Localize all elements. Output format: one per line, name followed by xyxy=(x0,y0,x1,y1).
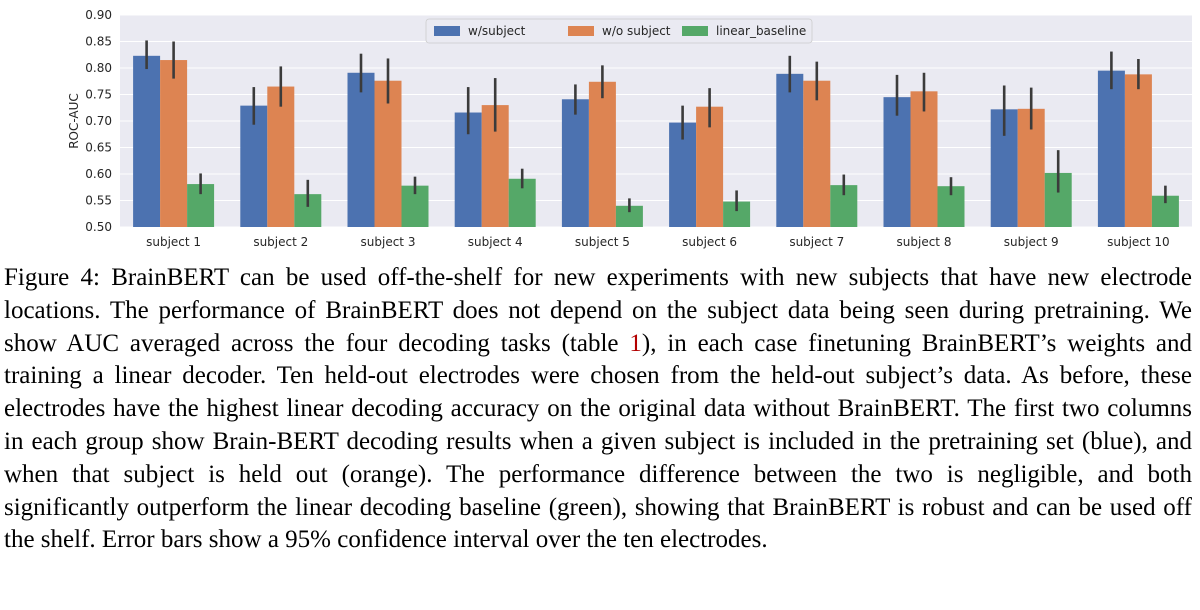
bar-w-o-subject xyxy=(588,81,616,227)
x-tick-label: subject 9 xyxy=(1004,235,1059,249)
x-tick-label: subject 5 xyxy=(575,235,630,249)
bar-linear-baseline xyxy=(615,205,643,227)
caption-text-part-2: ), in each case finetuning BrainBERT’s w… xyxy=(4,329,1193,554)
x-tick-label: subject 3 xyxy=(361,235,416,249)
y-tick-label: 0.60 xyxy=(85,167,112,181)
bar-w-subject xyxy=(669,122,697,227)
x-tick-label: subject 4 xyxy=(468,235,523,249)
bar-w-subject xyxy=(133,55,161,228)
bar-w-o-subject xyxy=(803,80,831,227)
legend-swatch-wo-subject xyxy=(568,26,594,36)
figure: 0.50 0.55 0.60 0.65 0.70 0.75 0.80 0.85 0.90 sub… xyxy=(0,0,1200,262)
legend-label-linear-baseline: linear_baseline xyxy=(716,24,806,38)
y-tick-label: 0.70 xyxy=(85,114,112,128)
y-tick-label: 0.85 xyxy=(85,35,112,49)
error-bars xyxy=(145,40,1167,213)
table-reference-link[interactable]: 1 xyxy=(629,329,642,357)
y-tick-label: 0.90 xyxy=(85,8,112,22)
bar-w-subject xyxy=(883,97,911,228)
legend-label-wo-subject: w/o subject xyxy=(602,24,671,38)
bar-w-subject xyxy=(561,99,589,227)
bar-chart: 0.50 0.55 0.60 0.65 0.70 0.75 0.80 0.85 0.90 sub… xyxy=(67,8,1192,249)
y-tick-label: 0.75 xyxy=(85,88,112,102)
bar-w-subject xyxy=(347,72,375,228)
legend-label-w-subject: w/subject xyxy=(468,24,526,38)
bars xyxy=(133,55,1179,228)
y-tick-label: 0.80 xyxy=(85,61,112,75)
bar-w-o-subject xyxy=(910,91,938,227)
x-tick-label: subject 7 xyxy=(789,235,844,249)
y-tick-label: 0.50 xyxy=(85,220,112,234)
bar-w-subject xyxy=(1097,70,1125,228)
y-tick-label: 0.65 xyxy=(85,141,112,155)
bar-w-o-subject xyxy=(267,86,295,227)
bar-w-subject xyxy=(240,105,268,227)
y-tick-label: 0.55 xyxy=(85,194,112,208)
x-tick-label: subject 6 xyxy=(682,235,737,249)
legend: w/subject w/o subject linear_baseline xyxy=(425,18,813,44)
bar-w-o-subject xyxy=(160,60,188,227)
x-tick-label: subject 2 xyxy=(253,235,308,249)
figure-caption: Figure 4: BrainBERT can be used off-the-… xyxy=(4,262,1192,557)
caption-label: Figure 4: xyxy=(4,264,100,291)
legend-swatch-w-subject xyxy=(434,26,460,36)
x-tick-label: subject 8 xyxy=(897,235,952,249)
bar-w-o-subject xyxy=(1124,74,1152,227)
caption-text-part-1: BrainBERT can be used off-the-shelf for … xyxy=(4,264,1193,357)
legend-box xyxy=(425,18,813,44)
y-tick-labels: 0.50 0.55 0.60 0.65 0.70 0.75 0.80 0.85 0.90 xyxy=(85,8,112,234)
x-tick-label: subject 10 xyxy=(1107,235,1170,249)
bar-w-o-subject xyxy=(374,80,402,227)
y-axis-label: ROC-AUC xyxy=(67,93,81,149)
x-tick-labels: subject 1 subject 2 subject 3 subject 4 subj… xyxy=(146,235,1170,249)
legend-swatch-linear-baseline xyxy=(682,26,708,36)
bar-w-subject xyxy=(776,73,804,227)
x-tick-label: subject 1 xyxy=(146,235,201,249)
